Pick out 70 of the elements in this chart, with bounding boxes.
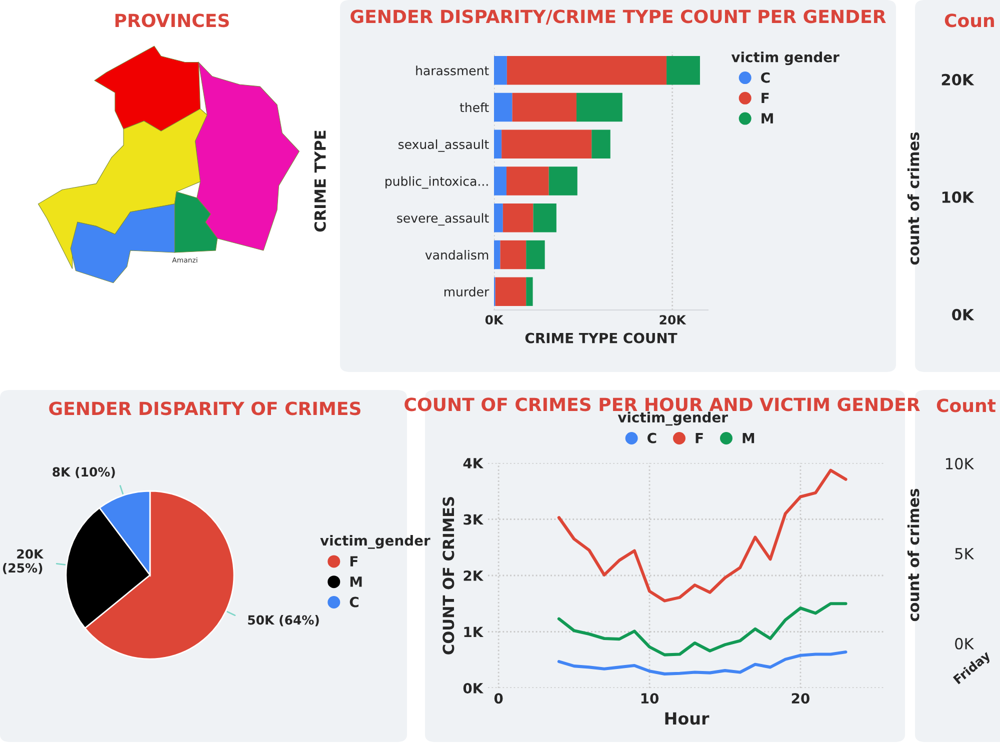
x-tick-label: 0	[494, 693, 503, 704]
y-tick-label: 1K	[464, 626, 484, 638]
chart-title: COUNT OF CRIMES PER HOUR AND VICTIM GENDER	[404, 398, 920, 412]
legend-label: F	[350, 556, 358, 566]
data-label: 8K (10%)	[52, 466, 115, 478]
line-series	[557, 468, 848, 602]
x-axis-title: CRIME TYPE COUNT	[525, 332, 678, 344]
legend-label: F	[762, 92, 769, 104]
y-tick-label: 4K	[463, 458, 484, 468]
chart-title: GENDER DISPARITY/CRIME TYPE COUNT PER GENDER	[350, 10, 886, 25]
bar	[494, 56, 507, 85]
text: 5K	[955, 548, 974, 560]
text: PROVINCES	[115, 14, 229, 28]
y-tick-label: 0K	[463, 682, 484, 694]
text: 10K	[942, 191, 974, 203]
bar	[533, 203, 556, 232]
text: Count	[936, 398, 996, 412]
text: count of crimes	[907, 488, 920, 622]
text: 10K	[946, 458, 974, 470]
bar	[576, 92, 622, 122]
bar	[512, 92, 576, 122]
y-tick-label: severe_assault	[397, 213, 489, 226]
y-tick-label: theft	[460, 102, 489, 112]
legend-title: victim_gender	[618, 412, 728, 426]
x-tick-label: 10	[641, 693, 659, 704]
y-axis-title: COUNT OF CRIMES	[442, 497, 454, 654]
legend-label: F	[696, 432, 703, 444]
data-label: 50K (64%)	[248, 615, 319, 626]
bar	[526, 240, 545, 270]
bar	[494, 92, 512, 122]
legend-title: victim_gender	[320, 535, 430, 549]
text: count of crimes	[907, 132, 920, 265]
y-tick-label: vandalism	[425, 250, 488, 260]
y-tick-label: 2K	[464, 570, 484, 581]
bar	[495, 277, 526, 306]
y-axis-title: CRIME TYPE	[314, 130, 326, 232]
bar	[548, 166, 578, 196]
legend-label: C	[648, 432, 656, 444]
y-tick-label: harassment	[416, 66, 489, 76]
text: Coun	[944, 14, 994, 28]
legend-title: victim gender	[731, 52, 840, 66]
x-tick-label: 20	[792, 693, 810, 704]
bar	[494, 130, 502, 159]
legend-label: C	[350, 596, 358, 608]
legend-label: M	[762, 113, 773, 124]
bar	[494, 240, 500, 270]
bar	[506, 166, 549, 196]
line-series	[557, 650, 848, 676]
bar	[502, 130, 592, 159]
legend-label: M	[742, 432, 754, 444]
y-tick-label: public_intoxica...	[386, 176, 488, 189]
bar	[494, 203, 503, 232]
y-tick-label: sexual_assault	[398, 139, 489, 152]
line-series	[557, 602, 848, 656]
text: 20K	[942, 74, 974, 86]
legend-label: C	[761, 72, 770, 83]
bar	[592, 130, 610, 159]
legend-label: M	[350, 576, 362, 587]
bar	[506, 56, 667, 85]
bar	[494, 166, 506, 196]
data-label: 20K (25%)	[2, 549, 44, 574]
x-axis-title: Hour	[665, 712, 710, 725]
bar	[526, 277, 533, 306]
y-tick-label: 3K	[464, 514, 484, 525]
bar	[502, 203, 534, 232]
y-tick-label: murder	[444, 286, 490, 296]
bar	[500, 240, 526, 270]
bar	[666, 56, 700, 85]
text: 0K	[955, 638, 974, 650]
chart-title: GENDER DISPARITY OF CRIMES	[49, 402, 360, 416]
